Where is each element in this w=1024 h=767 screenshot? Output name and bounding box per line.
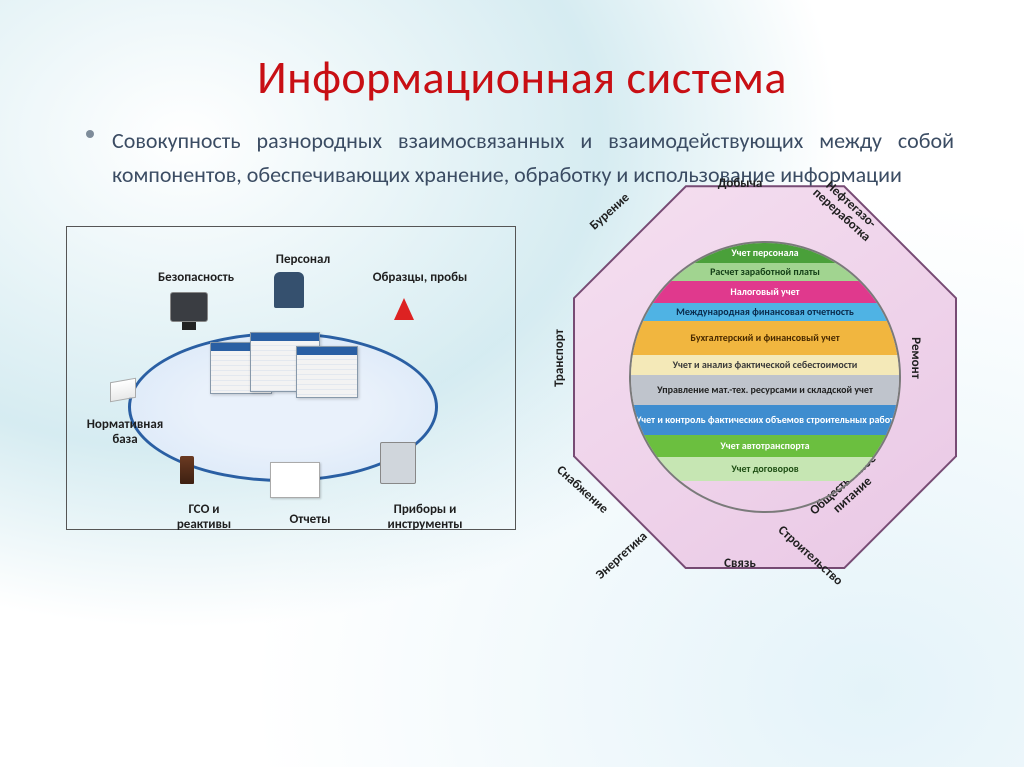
monitor-icon bbox=[170, 292, 208, 330]
bullet-icon bbox=[86, 130, 94, 138]
left-diagram: Безопасность Персонал Образцы, пробы Нор… bbox=[60, 212, 520, 542]
disc: Учет персоналаРасчет заработной платыНал… bbox=[629, 241, 901, 513]
label-gso: ГСО и реактивы bbox=[164, 502, 244, 532]
paperfold-icon bbox=[270, 462, 320, 498]
band-7: Учет и контроль фактических объемов стро… bbox=[631, 405, 899, 435]
outer-label-8: Транспорт bbox=[553, 328, 567, 388]
screens-group bbox=[210, 332, 360, 442]
analyzer-icon bbox=[380, 442, 416, 484]
outer-label-0: Добыча bbox=[710, 177, 770, 191]
person-icon bbox=[274, 272, 304, 308]
band-6: Управление мат.-тех. ресурсами и складск… bbox=[631, 375, 899, 405]
band-2: Налоговый учет bbox=[631, 281, 899, 303]
label-personnel: Персонал bbox=[263, 252, 343, 267]
label-normbase: Нормативная база bbox=[80, 417, 170, 447]
band-3: Международная финансовая отчетность bbox=[631, 303, 899, 321]
label-reports: Отчеты bbox=[280, 512, 340, 527]
outer-label-5: Связь bbox=[710, 557, 770, 571]
bottle-icon bbox=[180, 456, 194, 484]
outer-label-6: Энергетика bbox=[580, 518, 663, 595]
band-8: Учет автотранспорта bbox=[631, 435, 899, 457]
label-samples: Образцы, пробы bbox=[360, 270, 480, 285]
label-instruments: Приборы и инструменты bbox=[370, 502, 480, 532]
slide-title: Информационная система bbox=[60, 50, 984, 106]
right-diagram: ДобычаНефтегазо- переработкаРемонтОбщест… bbox=[550, 162, 980, 592]
flask-icon bbox=[394, 298, 414, 320]
label-security: Безопасность bbox=[146, 270, 246, 285]
outer-label-9: Бурение bbox=[576, 180, 645, 244]
band-5: Учет и анализ фактической себестоимости bbox=[631, 355, 899, 375]
outer-label-2: Ремонт bbox=[908, 328, 922, 388]
band-4: Бухгалтерский и финансовый учет bbox=[631, 321, 899, 355]
papers-icon bbox=[110, 380, 136, 400]
